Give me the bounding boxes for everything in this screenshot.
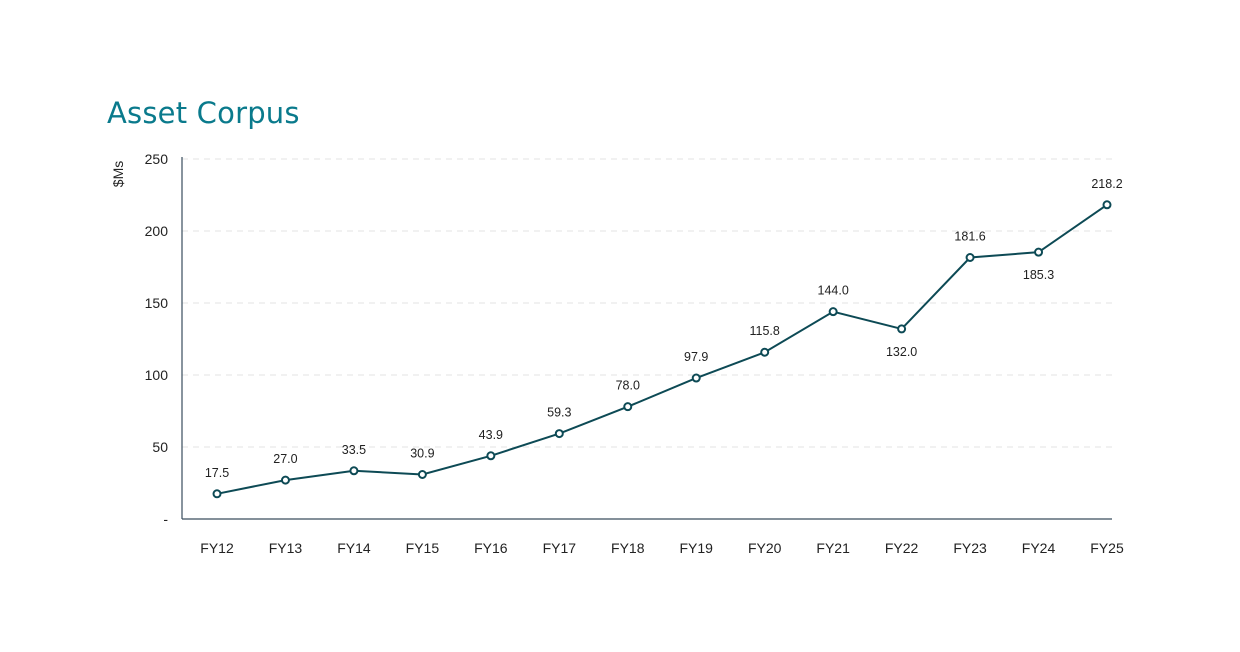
x-tick-label: FY24: [1022, 540, 1056, 556]
chart-title: Asset Corpus: [107, 96, 300, 130]
data-point: [897, 324, 907, 334]
data-point: [760, 347, 770, 357]
x-tick-label: FY18: [611, 540, 645, 556]
x-tick-label: FY19: [679, 540, 713, 556]
y-tick-label: -: [163, 511, 168, 527]
x-tick-label: FY21: [816, 540, 850, 556]
y-tick-label: 250: [145, 151, 169, 167]
data-point: [623, 402, 633, 412]
data-label: 43.9: [479, 428, 503, 442]
series-line: [216, 203, 1108, 495]
data-point: [349, 466, 359, 476]
data-label: 78.0: [616, 379, 640, 393]
data-label: 181.6: [954, 229, 985, 243]
x-tick-label: FY16: [474, 540, 508, 556]
y-axis-label: $Ms: [110, 161, 126, 187]
x-tick-label: FY17: [543, 540, 577, 556]
y-tick-label: 50: [152, 439, 168, 455]
data-label: 132.0: [886, 345, 917, 359]
data-label: 59.3: [547, 406, 571, 420]
data-point: [965, 252, 975, 262]
y-tick-label: 100: [145, 367, 169, 383]
data-point: [1102, 200, 1112, 210]
data-label: 33.5: [342, 443, 366, 457]
x-tick-label: FY23: [953, 540, 987, 556]
data-label: 144.0: [818, 284, 849, 298]
data-point: [828, 307, 838, 317]
y-tick-label: 200: [145, 223, 169, 239]
data-label: 218.2: [1091, 177, 1122, 191]
data-label: 97.9: [684, 350, 708, 364]
x-tick-label: FY15: [406, 540, 440, 556]
x-tick-label: FY25: [1090, 540, 1124, 556]
data-point: [1034, 247, 1044, 257]
data-point: [486, 451, 496, 461]
data-point: [417, 470, 427, 480]
data-point: [280, 475, 290, 485]
data-label: 17.5: [205, 466, 229, 480]
data-point: [554, 429, 564, 439]
data-label: 185.3: [1023, 268, 1054, 282]
x-tick-label: FY22: [885, 540, 919, 556]
data-label: 115.8: [750, 324, 780, 338]
x-tick-label: FY20: [748, 540, 782, 556]
data-label: 30.9: [410, 447, 434, 461]
x-tick-label: FY12: [200, 540, 234, 556]
data-label: 27.0: [273, 452, 297, 466]
data-point: [691, 373, 701, 383]
y-tick-label: 150: [145, 295, 169, 311]
x-tick-label: FY13: [269, 540, 303, 556]
x-tick-label: FY14: [337, 540, 371, 556]
data-point: [212, 489, 222, 499]
